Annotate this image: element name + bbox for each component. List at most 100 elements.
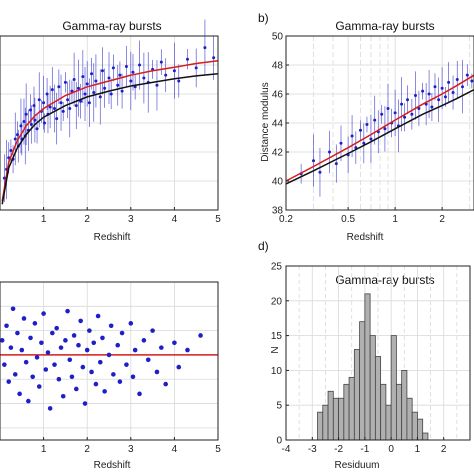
panel-a-data-point bbox=[57, 85, 61, 89]
panel-a-data-point bbox=[72, 78, 76, 81]
panel-b-xtick-label: 2 bbox=[439, 214, 445, 225]
panel-d-xtick-label: 2 bbox=[441, 444, 447, 455]
panel-c-data-point bbox=[198, 333, 203, 338]
panel-a-data-point bbox=[131, 70, 135, 74]
panel-c-data-point bbox=[6, 379, 12, 384]
panel-d-histogram-bar bbox=[390, 335, 397, 441]
panel-d-histogram-bar bbox=[395, 383, 403, 441]
panel-b-ytick-label: 46 bbox=[272, 90, 284, 101]
panel-d-ylabel: N bbox=[270, 346, 281, 353]
panel-c-xtick-label: 4 bbox=[172, 444, 178, 455]
panel-c-data-point bbox=[12, 372, 18, 377]
panel-b-data-point bbox=[362, 141, 366, 145]
panel-a-data-point bbox=[29, 122, 33, 126]
panel-a-xtick-label: 3 bbox=[128, 214, 134, 225]
panel-b-data-point bbox=[405, 98, 409, 102]
panel-a-xtick-label: 2 bbox=[84, 214, 90, 225]
panel-d-ytick-label: 20 bbox=[271, 296, 283, 307]
panel-d-histogram-bar bbox=[317, 411, 324, 441]
panel-c-data-point bbox=[185, 347, 190, 353]
panel-a-data-point bbox=[53, 107, 56, 110]
panel-a-data-point bbox=[212, 56, 216, 60]
panel-c-data-point bbox=[102, 389, 107, 394]
panel-c-data-point bbox=[82, 401, 88, 406]
panel-a-data-point bbox=[98, 95, 102, 99]
panel-c-data-point bbox=[43, 367, 49, 372]
panel-b-data-point bbox=[383, 127, 387, 131]
panel-c-xtick-label: 1 bbox=[41, 444, 47, 455]
panel-c-data-point bbox=[30, 374, 35, 380]
panel-b-data-point bbox=[358, 128, 362, 132]
panel-c-data-point bbox=[150, 328, 155, 333]
panel-a-data-point bbox=[50, 88, 54, 92]
panel-b-xtick-label: 0.5 bbox=[341, 214, 355, 225]
panel-d-ytick-label: 0 bbox=[276, 436, 282, 447]
panel-a-data-point bbox=[33, 118, 37, 122]
panel-c-data-point bbox=[117, 379, 123, 384]
panel-b-ytick-label: 42 bbox=[272, 148, 284, 159]
panel-c-data-point bbox=[132, 347, 138, 353]
panel-b-data-point bbox=[334, 162, 338, 166]
panel-c-data-point bbox=[130, 374, 136, 380]
panel-b-ytick-label: 50 bbox=[272, 32, 284, 43]
panel-d-xtick-label: 1 bbox=[415, 444, 421, 455]
panel-b-data-point bbox=[437, 98, 441, 102]
panel-b-xtick-label: 1 bbox=[392, 214, 398, 225]
panel-b-data-point bbox=[451, 91, 455, 95]
panel-d-histogram-bar bbox=[348, 376, 355, 441]
panel-c-data-point bbox=[47, 406, 53, 411]
panel-d-histogram-bar bbox=[364, 293, 371, 441]
panel-a-data-point bbox=[164, 73, 168, 77]
panel-d-histogram-bar bbox=[338, 397, 345, 441]
panel-a-data-point bbox=[83, 92, 87, 96]
panel-c-data-point bbox=[84, 347, 90, 353]
panel-a-data-point bbox=[185, 57, 189, 61]
panel-a-xtick-label: 5 bbox=[215, 214, 221, 225]
panel-c-xtick-label: 5 bbox=[215, 444, 221, 455]
panel-b-data-point bbox=[350, 134, 354, 138]
panel-d-histogram-bar bbox=[343, 383, 350, 441]
panel-c-data-point bbox=[10, 306, 16, 312]
panel-a-xtick-label: 1 bbox=[41, 214, 47, 225]
panel-b-data-point bbox=[430, 105, 434, 109]
panel-a-black-curve bbox=[1, 72, 219, 205]
panel-d-xtick-label: -1 bbox=[360, 444, 369, 455]
panel-d-histogram-bar bbox=[422, 432, 429, 441]
panel-d-ytick-label: 10 bbox=[271, 366, 283, 377]
panel-a-data-point bbox=[42, 121, 46, 125]
panel-c-xtick-label: 3 bbox=[128, 444, 134, 455]
panel-a-data-point bbox=[55, 117, 59, 121]
panel-a-data-point bbox=[9, 149, 13, 153]
panel-a-xlabel: Redshift bbox=[94, 232, 131, 243]
panel-a-data-point bbox=[194, 66, 198, 70]
panel-c-data-point bbox=[56, 376, 62, 382]
panel-c-data-point bbox=[17, 391, 22, 397]
panel-b-data-point bbox=[460, 85, 464, 89]
panel-c-data-point bbox=[65, 308, 70, 314]
panel-d-xtick-label: -4 bbox=[282, 444, 291, 455]
panel-c-data-point bbox=[45, 350, 51, 355]
panel-c-data-point bbox=[54, 325, 59, 331]
panel-a-data-point bbox=[92, 91, 96, 95]
panel-d-histogram-bar bbox=[417, 418, 424, 441]
panel-c-data-point bbox=[145, 357, 151, 363]
panel-b-ytick-label: 40 bbox=[272, 177, 284, 188]
panel-c-data-point bbox=[78, 318, 83, 324]
panel-a-data-point bbox=[90, 72, 94, 76]
panel-a-data-point bbox=[63, 80, 67, 84]
panel-a-data-point bbox=[59, 101, 63, 105]
panel-a-data-point bbox=[103, 86, 107, 90]
panel-a-data-point bbox=[124, 64, 128, 68]
panel-c-data-point bbox=[2, 362, 7, 367]
panel-a-data-point bbox=[94, 79, 98, 83]
panel-b-data-point bbox=[339, 141, 343, 145]
panel-c-data-point bbox=[119, 330, 125, 336]
panel-b-data-point bbox=[393, 111, 397, 115]
panel-a-data-point bbox=[13, 137, 17, 141]
panel-d-histogram-bar bbox=[406, 397, 413, 441]
panel-d-xtick-label: -3 bbox=[308, 444, 317, 455]
panel-a-data-point bbox=[81, 75, 85, 79]
panel-c-data-point bbox=[23, 359, 29, 365]
panel-c-data-point bbox=[159, 345, 164, 350]
